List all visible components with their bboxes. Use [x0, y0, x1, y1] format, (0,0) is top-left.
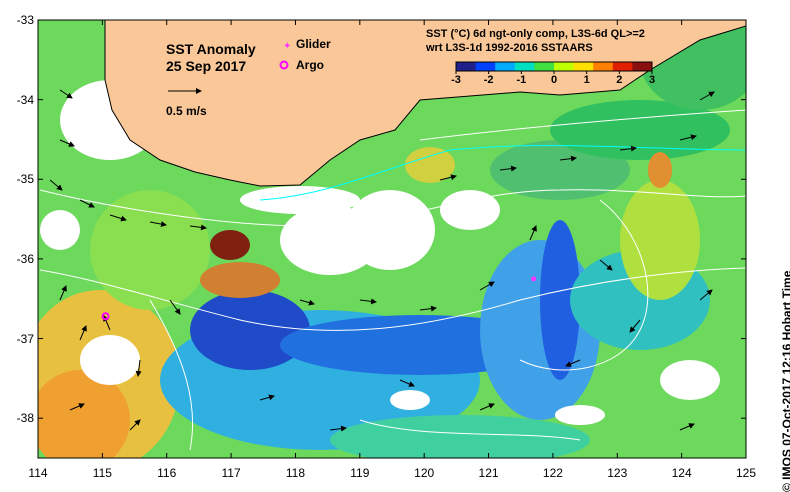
description-line2: wrt L3S-1d 1992-2016 SSTAARS	[426, 42, 593, 54]
colorbar-tick-label: -3	[451, 74, 461, 86]
colorbar-tick-label: 0	[550, 74, 558, 86]
missing-data	[40, 80, 720, 425]
x-tick-label: 117	[221, 466, 241, 480]
glider-legend-label: Glider	[296, 37, 331, 51]
contours	[39, 109, 746, 451]
colorbar-tick-label: -1	[516, 74, 527, 86]
colorbar-swatch	[495, 62, 516, 71]
colorbar-swatch	[593, 62, 614, 71]
colorbar-swatch	[456, 62, 477, 71]
y-tick-label: -38	[16, 411, 34, 426]
colorbar	[455, 61, 653, 74]
x-tick-label: 124	[671, 466, 692, 480]
x-tick-label: 114	[28, 466, 48, 480]
argo-marker[interactable]	[101, 312, 110, 321]
colorbar-tick-label: 3	[648, 74, 656, 86]
map-frame	[37, 19, 747, 459]
copyright-symbol: ©	[780, 483, 790, 492]
colorbar-swatch	[573, 62, 594, 71]
credit-text: IMOS 07-Oct-2017 12:16 Hobart Time	[780, 270, 790, 480]
current-vectors	[49, 89, 715, 432]
y-tick-label: -36	[16, 251, 34, 266]
cyan-contours	[259, 145, 746, 201]
credit-line: © IMOS 07-Oct-2017 12:16 Hobart Time	[780, 271, 790, 492]
x-tick-label: 116	[157, 466, 177, 480]
x-tick-label: 125	[735, 466, 757, 480]
colorbar-swatch	[632, 62, 653, 71]
description-line1: SST (°C) 6d ngt-only comp, L3S-6d QL>=2	[426, 28, 645, 40]
x-tick-label: 121	[478, 466, 499, 480]
colorbar-swatch	[514, 62, 535, 71]
x-tick-label: 118	[285, 466, 306, 480]
colorbar-swatch	[534, 62, 555, 71]
x-tick-label: 120	[414, 466, 435, 480]
glider-legend-icon: ✦	[283, 41, 291, 52]
colorbar-swatch	[475, 62, 496, 71]
map-date: 25 Sep 2017	[166, 58, 247, 74]
colorbar-swatch	[612, 62, 633, 71]
argo-legend-icon	[279, 60, 289, 70]
map-title: SST Anomaly	[166, 41, 256, 57]
y-tick-label: -33	[16, 13, 34, 27]
glider-marker[interactable]	[531, 276, 537, 282]
colorbar-swatch	[554, 62, 575, 71]
x-tick-label: 123	[607, 466, 628, 480]
y-tick-label: -34	[16, 92, 34, 107]
x-tick-label: 119	[350, 466, 370, 480]
colorbar-tick-label: 1	[583, 74, 590, 86]
axis-ticks	[37, 19, 747, 458]
colorbar-tick-label: -2	[483, 74, 494, 86]
colorbar-tick-label: 2	[616, 74, 623, 86]
y-tick-label: -37	[16, 331, 34, 346]
y-tick-label: -35	[16, 172, 34, 187]
argo-legend-label: Argo	[296, 58, 324, 72]
x-tick-label: 115	[92, 466, 112, 480]
velocity-scale-label: 0.5 m/s	[166, 104, 207, 118]
x-tick-label: 122	[542, 466, 563, 480]
